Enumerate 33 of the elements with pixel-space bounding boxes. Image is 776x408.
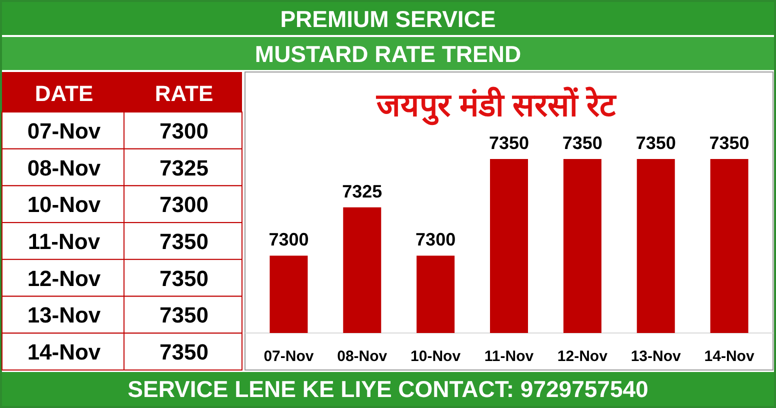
category-label: 07-Nov [27,118,102,144]
category-label: 12-Nov [27,266,102,291]
category-label: 11-Nov [28,229,101,254]
x-tick-label: 12-Nov [557,348,608,365]
data-label: 7350 [488,133,530,153]
text: SERVICE LENE KE LIYE CONTACT: 9729757540 [128,376,648,402]
data-label: 7350 [562,133,602,153]
data-label: 7350 [636,133,676,153]
data-label: 7300 [160,192,208,218]
category-label: 10-Nov [27,192,102,218]
data-label: 7325 [342,181,382,202]
x-tick-label: 08-Nov [337,348,388,365]
text: RATE [154,81,214,106]
text: DATE [34,81,94,106]
data-label: 7350 [160,229,208,254]
data-label: 7300 [416,230,456,250]
text: PREMIUM SERVICE [280,6,496,32]
chart-title: MUSTARD RATE TREND [254,41,522,67]
data-label: 7350 [709,133,750,153]
x-tick-label: 13-Nov [630,348,682,365]
category-label: 13-Nov [27,302,102,328]
x-tick-label: 14-Nov [704,348,755,365]
data-label: 7325 [160,155,208,180]
data-label: 7300 [268,230,309,250]
x-tick-label: 10-Nov [410,348,462,365]
text: जयपुर मंडी सरसों रेट [376,86,618,126]
x-tick-label: 07-Nov [264,348,314,365]
x-tick-label: 11-Nov [484,348,534,365]
category-label: 08-Nov [27,155,102,180]
data-label: 7350 [160,302,208,328]
data-label: 7350 [160,266,208,291]
data-label: 7300 [160,118,208,144]
data-label: 7350 [160,340,208,365]
